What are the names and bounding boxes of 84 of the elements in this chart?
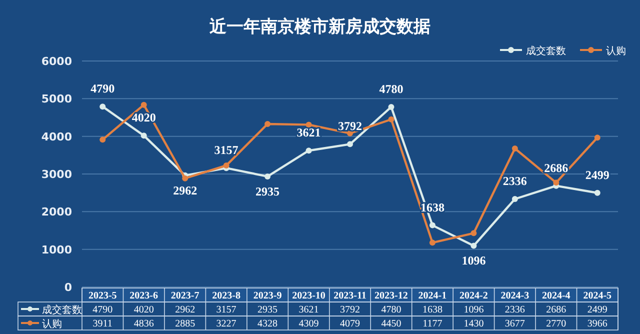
- data-label: 4309: [298, 318, 319, 330]
- data-label: 2336: [504, 304, 525, 316]
- annotation: 2962: [173, 183, 198, 198]
- data-label: 4780: [381, 304, 402, 316]
- point: [306, 122, 312, 128]
- data-label: 2499: [587, 304, 608, 316]
- x-tick-label: 2024-3: [500, 290, 530, 302]
- data-label: 4836: [134, 318, 154, 330]
- data-label: 3621: [298, 304, 319, 316]
- data-label: 4020: [134, 304, 154, 316]
- data-label: 4328: [258, 318, 278, 330]
- y-tick-label: 3000: [41, 168, 72, 181]
- data-label: 1430: [464, 318, 484, 330]
- x-tick-label: 2024-1: [418, 290, 447, 302]
- y-tick-label: 6000: [41, 55, 72, 68]
- y-tick-label: 5000: [41, 92, 72, 106]
- point: [470, 230, 477, 236]
- text: 认购: [42, 319, 62, 330]
- x-tick-label: 2023-9: [253, 290, 282, 302]
- y-tick-label: 0: [64, 281, 72, 294]
- annotation: 3792: [338, 119, 362, 134]
- data-label: 2770: [546, 318, 566, 330]
- point: [470, 242, 477, 249]
- x-tick-label: 2023-11: [334, 290, 366, 302]
- annotation: 2499: [585, 168, 610, 182]
- x-tick-label: 2023-8: [212, 290, 240, 302]
- data-label: 3911: [92, 318, 112, 330]
- point: [223, 162, 230, 168]
- data-label: 3792: [340, 304, 360, 316]
- x-tick-label: 2023-7: [170, 290, 200, 302]
- point: [182, 175, 188, 182]
- x-tick-label: 2024-5: [583, 290, 612, 302]
- point: [347, 141, 353, 148]
- data-label: 2885: [175, 318, 196, 330]
- point: [388, 116, 394, 122]
- point: [553, 180, 560, 186]
- data-label: 3677: [504, 318, 525, 330]
- data-label: 3966: [587, 318, 608, 330]
- x-tick-label: 2023-6: [130, 290, 158, 302]
- legend-label: 认购: [606, 45, 626, 57]
- text: 成交套数: [42, 305, 82, 316]
- point: [429, 240, 436, 246]
- data-label: 1096: [464, 304, 484, 316]
- annotation: 3621: [296, 126, 321, 140]
- data-label: 2686: [546, 304, 566, 316]
- point: [594, 190, 600, 196]
- x-tick-label: 2023-5: [88, 290, 117, 302]
- y-tick-label: 1000: [41, 243, 72, 256]
- y-tick-label: 4000: [41, 130, 72, 144]
- annotation: 2686: [544, 160, 568, 175]
- annotation: 4790: [90, 82, 115, 96]
- legend-label: 成交套数: [526, 45, 566, 57]
- data-label: 4790: [92, 304, 113, 316]
- chart-title: 近一年南京楼市新房成交数据: [208, 17, 430, 37]
- point: [100, 104, 106, 110]
- point: [429, 222, 436, 228]
- x-tick-label: 2023-12: [374, 290, 408, 302]
- point: [264, 120, 271, 127]
- annotation: 4780: [379, 82, 404, 96]
- point: [100, 136, 106, 143]
- x-tick-label: 2024-4: [542, 290, 570, 302]
- point: [264, 173, 271, 180]
- data-label: 2935: [258, 304, 278, 316]
- annotation: 2935: [256, 184, 280, 198]
- x-tick-label: 2023-10: [292, 290, 326, 302]
- data-label: 1638: [422, 304, 442, 316]
- point: [140, 132, 147, 139]
- annotation: 2336: [502, 174, 527, 188]
- point: [140, 102, 147, 108]
- annotation: 1096: [462, 254, 486, 268]
- point: [306, 148, 312, 154]
- point: [512, 146, 518, 152]
- x-tick-label: 2024-2: [460, 290, 488, 302]
- data-label: 4079: [340, 318, 360, 330]
- data-label: 4450: [381, 318, 402, 330]
- data-label: 1177: [422, 318, 442, 330]
- point: [594, 134, 600, 141]
- data-label: 3157: [216, 304, 236, 316]
- annotation: 3157: [214, 143, 238, 158]
- point: [512, 196, 518, 202]
- y-tick-label: 2000: [41, 206, 72, 219]
- data-label: 3227: [216, 318, 236, 330]
- point: [388, 104, 394, 110]
- data-label: 2962: [175, 304, 196, 316]
